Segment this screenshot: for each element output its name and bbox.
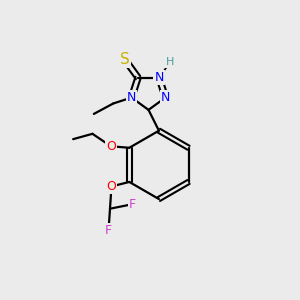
- Text: O: O: [106, 140, 116, 153]
- Text: N: N: [161, 91, 170, 104]
- Text: F: F: [105, 224, 112, 238]
- Text: O: O: [106, 180, 116, 193]
- Text: N: N: [127, 91, 136, 104]
- Text: F: F: [129, 198, 136, 211]
- Text: S: S: [120, 52, 130, 67]
- Text: H: H: [166, 57, 175, 67]
- Text: N: N: [154, 71, 164, 84]
